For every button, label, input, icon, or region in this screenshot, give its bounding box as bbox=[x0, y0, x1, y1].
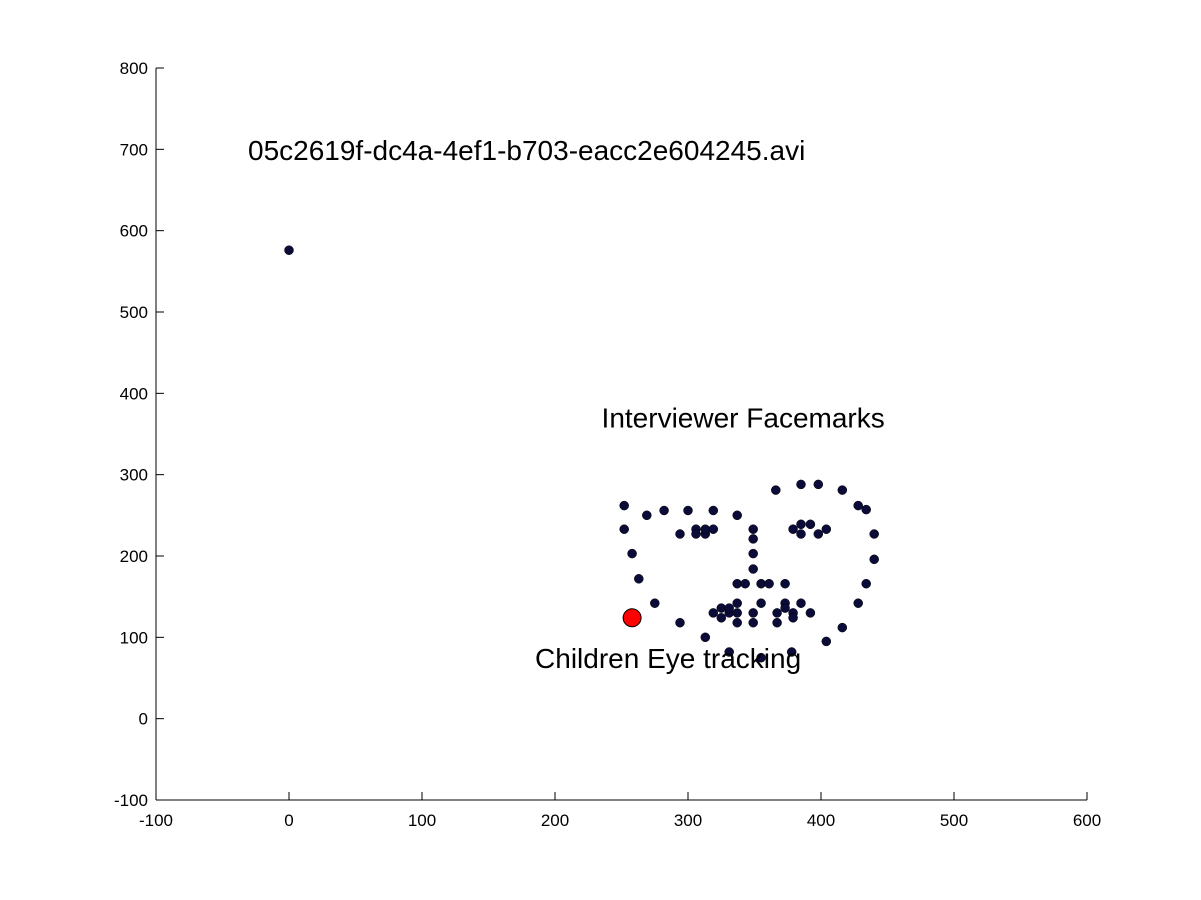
y-tick-label: -100 bbox=[114, 791, 148, 810]
y-tick-label: 100 bbox=[120, 628, 148, 647]
facemark-point bbox=[284, 245, 294, 255]
facemark-point bbox=[619, 500, 629, 511]
facemark-point bbox=[708, 608, 719, 618]
y-tick-label: 800 bbox=[120, 59, 148, 78]
facemark-point bbox=[788, 524, 798, 534]
y-tick-label: 400 bbox=[120, 384, 148, 403]
facemark-point bbox=[708, 505, 719, 516]
facemark-point bbox=[642, 510, 652, 521]
facemark-point bbox=[771, 485, 781, 495]
facemark-point bbox=[796, 519, 806, 530]
facemark-point bbox=[780, 578, 790, 589]
facemark-point bbox=[700, 632, 711, 643]
y-tick-label: 600 bbox=[120, 222, 148, 241]
facemark-point bbox=[772, 617, 782, 628]
facemark-point bbox=[708, 524, 719, 534]
facemark-point bbox=[805, 608, 816, 618]
x-tick-label: 100 bbox=[408, 811, 436, 830]
facemark-point bbox=[748, 564, 758, 574]
facemark-point bbox=[748, 617, 758, 628]
annotations: Interviewer Facemarks Children Eye tracki… bbox=[535, 402, 885, 674]
x-tick-label: 600 bbox=[1073, 811, 1101, 830]
data-points bbox=[284, 245, 879, 663]
facemark-point bbox=[837, 485, 848, 495]
facemark-point bbox=[796, 598, 806, 608]
facemark-point bbox=[732, 510, 742, 521]
facemark-point bbox=[756, 598, 766, 608]
facemark-point bbox=[675, 617, 685, 628]
facemark-point bbox=[764, 578, 774, 589]
facemark-point bbox=[732, 578, 742, 589]
axes: -100 0 100 200 300 400 500 600 -100 0 100 200 300 400… bbox=[114, 59, 1101, 830]
facemark-point bbox=[756, 578, 766, 589]
facemark-point bbox=[796, 529, 806, 539]
eye-tracking-point bbox=[622, 608, 642, 628]
facemark-point bbox=[634, 574, 644, 584]
facemark-point bbox=[786, 647, 797, 657]
facemark-point bbox=[691, 529, 701, 539]
facemark-point bbox=[772, 608, 782, 618]
annotation-label: Children Eye tracking bbox=[535, 643, 801, 674]
facemark-point bbox=[821, 524, 832, 534]
y-tick-label: 500 bbox=[120, 303, 148, 322]
facemark-point bbox=[813, 479, 824, 490]
facemark-point bbox=[805, 519, 816, 530]
x-tick-label: 300 bbox=[674, 811, 702, 830]
facemark-point bbox=[732, 617, 742, 628]
y-tick-label: 300 bbox=[120, 466, 148, 485]
facemark-point bbox=[780, 603, 790, 613]
facemark-point bbox=[675, 529, 685, 539]
facemark-point bbox=[837, 622, 848, 633]
facemark-point bbox=[748, 524, 758, 534]
facemark-point bbox=[853, 500, 863, 511]
facemark-point bbox=[700, 524, 711, 534]
facemark-point bbox=[821, 636, 832, 647]
facemark-point bbox=[732, 608, 742, 618]
facemark-point bbox=[732, 598, 742, 608]
facemark-point bbox=[796, 479, 806, 490]
facemark-point bbox=[683, 505, 693, 516]
facemark-point bbox=[748, 534, 758, 544]
facemark-point bbox=[748, 548, 758, 559]
x-tick-label: 0 bbox=[284, 811, 293, 830]
x-tick-label: 200 bbox=[541, 811, 569, 830]
facemark-point bbox=[813, 529, 824, 539]
facemark-point bbox=[869, 554, 879, 565]
facemark-point bbox=[748, 608, 758, 618]
facemark-point bbox=[619, 524, 629, 534]
facemark-point bbox=[740, 578, 750, 589]
facemark-point bbox=[861, 578, 871, 589]
annotation-label: Interviewer Facemarks bbox=[602, 402, 885, 433]
facemark-point bbox=[869, 529, 879, 539]
y-tick-label: 700 bbox=[120, 140, 148, 159]
facemark-point bbox=[861, 504, 871, 515]
facemark-point bbox=[659, 505, 669, 516]
x-tick-label: -100 bbox=[139, 811, 173, 830]
x-tick-label: 500 bbox=[940, 811, 968, 830]
facemark-point bbox=[788, 613, 798, 623]
y-tick-label: 200 bbox=[120, 547, 148, 566]
facemark-point bbox=[724, 603, 734, 613]
chart-title: 05c2619f-dc4a-4ef1-b703-eacc2e604245.avi bbox=[248, 135, 805, 166]
x-tick-label: 400 bbox=[807, 811, 835, 830]
facemark-point bbox=[716, 613, 727, 623]
facemark-point bbox=[650, 598, 660, 608]
facemark-point bbox=[627, 548, 637, 559]
y-tick-label: 0 bbox=[139, 710, 148, 729]
facemark-point bbox=[853, 598, 863, 608]
facemark-point bbox=[724, 647, 734, 657]
facemark-point bbox=[756, 652, 766, 663]
